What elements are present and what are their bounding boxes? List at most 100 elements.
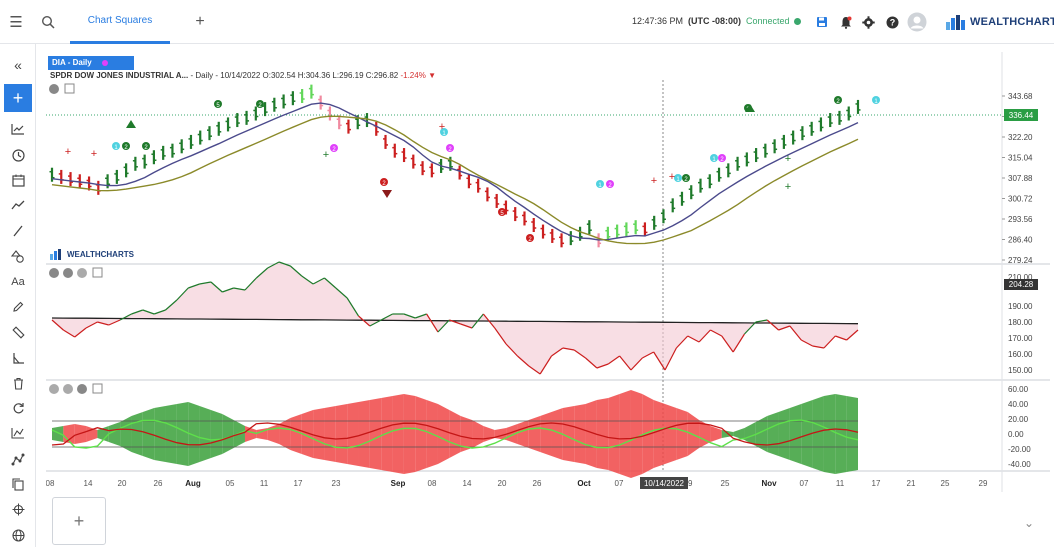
signal-plus-mark: + <box>91 148 97 160</box>
chevron-down-icon[interactable]: ⌄ <box>1024 516 1035 530</box>
globe-icon[interactable] <box>6 524 30 546</box>
crosshair-icon[interactable] <box>6 498 30 520</box>
signal-marker-label: 2 <box>684 177 688 183</box>
band-region <box>154 406 166 462</box>
change-value: -1.24% <box>400 71 426 80</box>
signal-plus-mark: + <box>785 181 791 193</box>
copy-icon[interactable] <box>6 473 30 495</box>
oscillator-line-segment <box>642 351 654 359</box>
band-axis-tick: -20.00 <box>1008 445 1031 454</box>
band-region <box>710 426 722 442</box>
oscillator-line-segment <box>51 319 64 331</box>
price-axis-tick: 343.68 <box>1008 92 1033 101</box>
collapse-panel-icon[interactable]: « <box>14 57 22 73</box>
oscillator-line-segment <box>437 319 450 333</box>
add-chart-button[interactable]: + <box>52 497 106 545</box>
oscillator-line-segment <box>335 287 348 299</box>
trend-icon[interactable] <box>6 194 30 216</box>
oscillator-line-segment <box>199 281 212 285</box>
help-icon[interactable]: ? <box>880 10 904 34</box>
oscillator-line-segment <box>846 329 859 341</box>
oscillator-line-segment <box>721 335 734 353</box>
oscillator-line-segment <box>369 319 382 327</box>
panel-settings-icon <box>49 84 59 94</box>
buy-arrow-icon <box>126 120 136 128</box>
instrument-title: SPDR DOW JONES INDUSTRIAL A... <box>50 71 189 80</box>
signal-plus-mark: + <box>651 175 657 187</box>
clock-icon[interactable] <box>6 144 30 166</box>
panel-up-icon <box>77 268 87 278</box>
tab-chart-squares[interactable]: Chart Squares <box>70 0 170 44</box>
bell-icon[interactable] <box>834 10 858 34</box>
oscillator-line-segment <box>766 319 779 331</box>
oscillator-line-segment <box>562 347 575 351</box>
search-icon[interactable] <box>36 10 60 34</box>
chart-area[interactable]: 343.68329.36322.20315.04307.88300.72293.… <box>46 52 1050 492</box>
save-icon[interactable] <box>810 10 834 34</box>
signal-marker-label: 1 <box>442 131 446 137</box>
date-axis-tick: 07 <box>800 479 809 488</box>
band-region <box>665 404 677 464</box>
signal-marker-label: 2 <box>382 181 386 187</box>
signal-marker <box>498 208 506 216</box>
oscillator-line-segment <box>255 267 269 279</box>
shapes-icon[interactable] <box>6 245 30 267</box>
ohlc-legend: SPDR DOW JONES INDUSTRIAL A... - Daily -… <box>50 71 436 80</box>
hamburger-menu-icon[interactable]: ☰ <box>9 14 23 31</box>
signal-marker <box>440 128 448 136</box>
band-region <box>676 408 688 460</box>
oscillator-line-segment <box>324 277 337 289</box>
open-value: O:302.54 <box>262 71 296 80</box>
osc-last-label: 204.28 <box>1009 280 1034 289</box>
calendar-icon[interactable] <box>6 169 30 191</box>
oscillator-line-segment <box>812 345 825 349</box>
oscillator-line-segment <box>505 343 518 357</box>
high-value: H:304.36 <box>297 71 331 80</box>
text-tool-icon[interactable]: Aa <box>11 276 25 288</box>
ruler-icon[interactable] <box>6 321 30 343</box>
add-tool-button[interactable]: + <box>4 84 32 112</box>
oscillator-line-segment <box>835 335 847 341</box>
band-region <box>517 420 529 448</box>
date-axis-tick: 20 <box>118 479 127 488</box>
gear-icon[interactable] <box>856 10 880 34</box>
refresh-icon[interactable] <box>6 397 30 419</box>
avatar[interactable] <box>905 10 929 34</box>
panel-down-icon <box>63 268 73 278</box>
date-axis-tick: Nov <box>761 479 777 488</box>
chart-canvas[interactable]: 343.68329.36322.20315.04307.88300.72293.… <box>46 52 1050 492</box>
band-region <box>290 414 302 454</box>
signal-marker-label: 2 <box>720 157 724 163</box>
indicators-icon[interactable] <box>6 118 30 140</box>
trendline-icon[interactable] <box>6 220 30 242</box>
angle-icon[interactable] <box>6 347 30 369</box>
oscillator-line-segment <box>539 355 553 375</box>
signal-marker-label: 5 <box>216 103 220 109</box>
line-chart-icon[interactable] <box>6 422 30 444</box>
signal-marker <box>214 100 222 108</box>
band-axis-tick: -40.00 <box>1008 460 1031 469</box>
oscillator-line-segment <box>165 299 178 311</box>
oscillator-fill-area <box>52 262 858 374</box>
signal-marker <box>606 180 614 188</box>
pencil-icon[interactable] <box>6 296 30 318</box>
date-axis-tick: 07 <box>615 479 624 488</box>
timezone[interactable]: (UTC -08:00) <box>688 16 742 26</box>
band-axis-tick: 0.00 <box>1008 430 1024 439</box>
node-chart-icon[interactable] <box>6 448 30 470</box>
osc-axis-tick: 170.00 <box>1008 334 1033 343</box>
symbol-tag[interactable]: DIA - Daily <box>48 56 134 70</box>
add-tab-icon[interactable]: + <box>195 13 205 30</box>
oscillator-line-segment <box>108 319 121 326</box>
brand-logo: WEALTHCHARTS <box>946 14 1054 30</box>
clock: 12:47:36 PM <box>632 16 684 26</box>
oscillator-line-segment <box>97 321 109 326</box>
oscillator-line-segment <box>744 321 757 335</box>
band-region <box>812 396 824 472</box>
trash-icon[interactable] <box>6 372 30 394</box>
date-axis-tick: 26 <box>533 479 542 488</box>
signal-marker <box>718 154 726 162</box>
band-region <box>210 410 223 458</box>
panel-up-icon <box>77 384 87 394</box>
date-axis-tick: 29 <box>979 479 988 488</box>
